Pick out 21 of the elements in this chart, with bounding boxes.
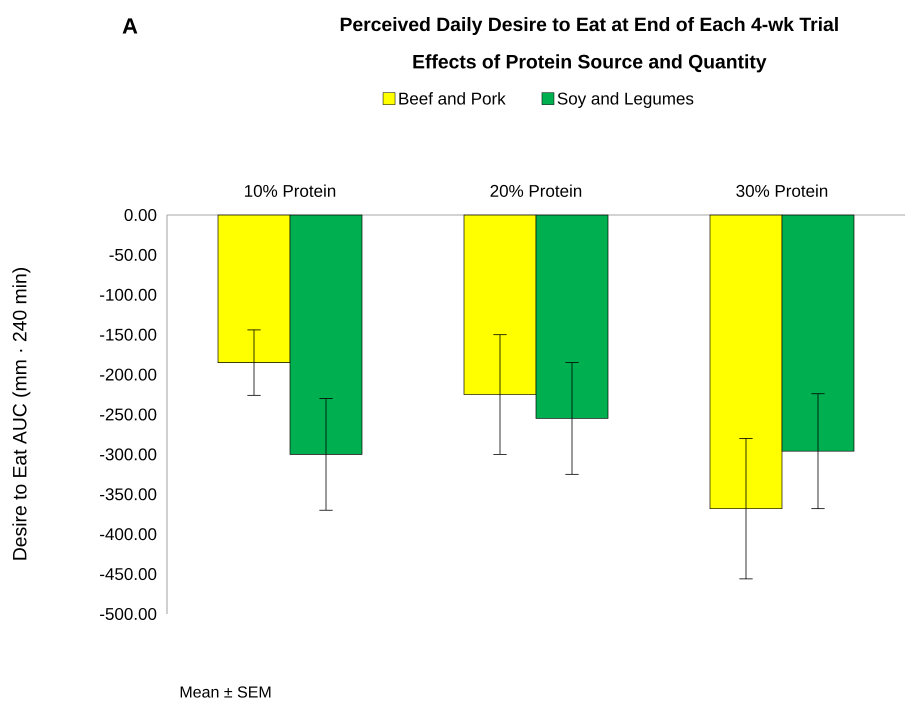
- y-tick-label: -500.00: [100, 608, 156, 620]
- y-tick-label: -100.00: [100, 288, 156, 301]
- legend-label: Soy and Legumes: [558, 92, 694, 108]
- legend-label: Beef and Pork: [399, 92, 506, 105]
- y-tick-label: -150.00: [100, 328, 156, 341]
- text: A: [122, 18, 138, 34]
- text: Mean ± SEM: [180, 686, 270, 698]
- y-tick-label: -400.00: [100, 528, 156, 540]
- y-tick-label: -300.00: [100, 448, 156, 460]
- y-tick-label: -450.00: [100, 568, 156, 580]
- x-tick-label: 30% Protein: [736, 184, 828, 197]
- chart-title: Perceived Daily Desire to Eat at End of Each 4-wk Trial: [340, 16, 838, 35]
- x-tick-label: 20% Protein: [490, 184, 582, 197]
- chart-subtitle: Effects of Protein Source and Quantity: [413, 54, 766, 72]
- y-tick-label: -50.00: [110, 248, 156, 261]
- x-tick-label: 10% Protein: [244, 184, 336, 197]
- y-tick-label: 0.00: [124, 208, 156, 222]
- y-tick-label: -200.00: [100, 368, 156, 381]
- y-tick-label: -250.00: [100, 408, 156, 421]
- y-tick-label: -350.00: [100, 488, 156, 500]
- y-axis-title: Desire to Eat AUC (mm · 240 min): [12, 268, 30, 560]
